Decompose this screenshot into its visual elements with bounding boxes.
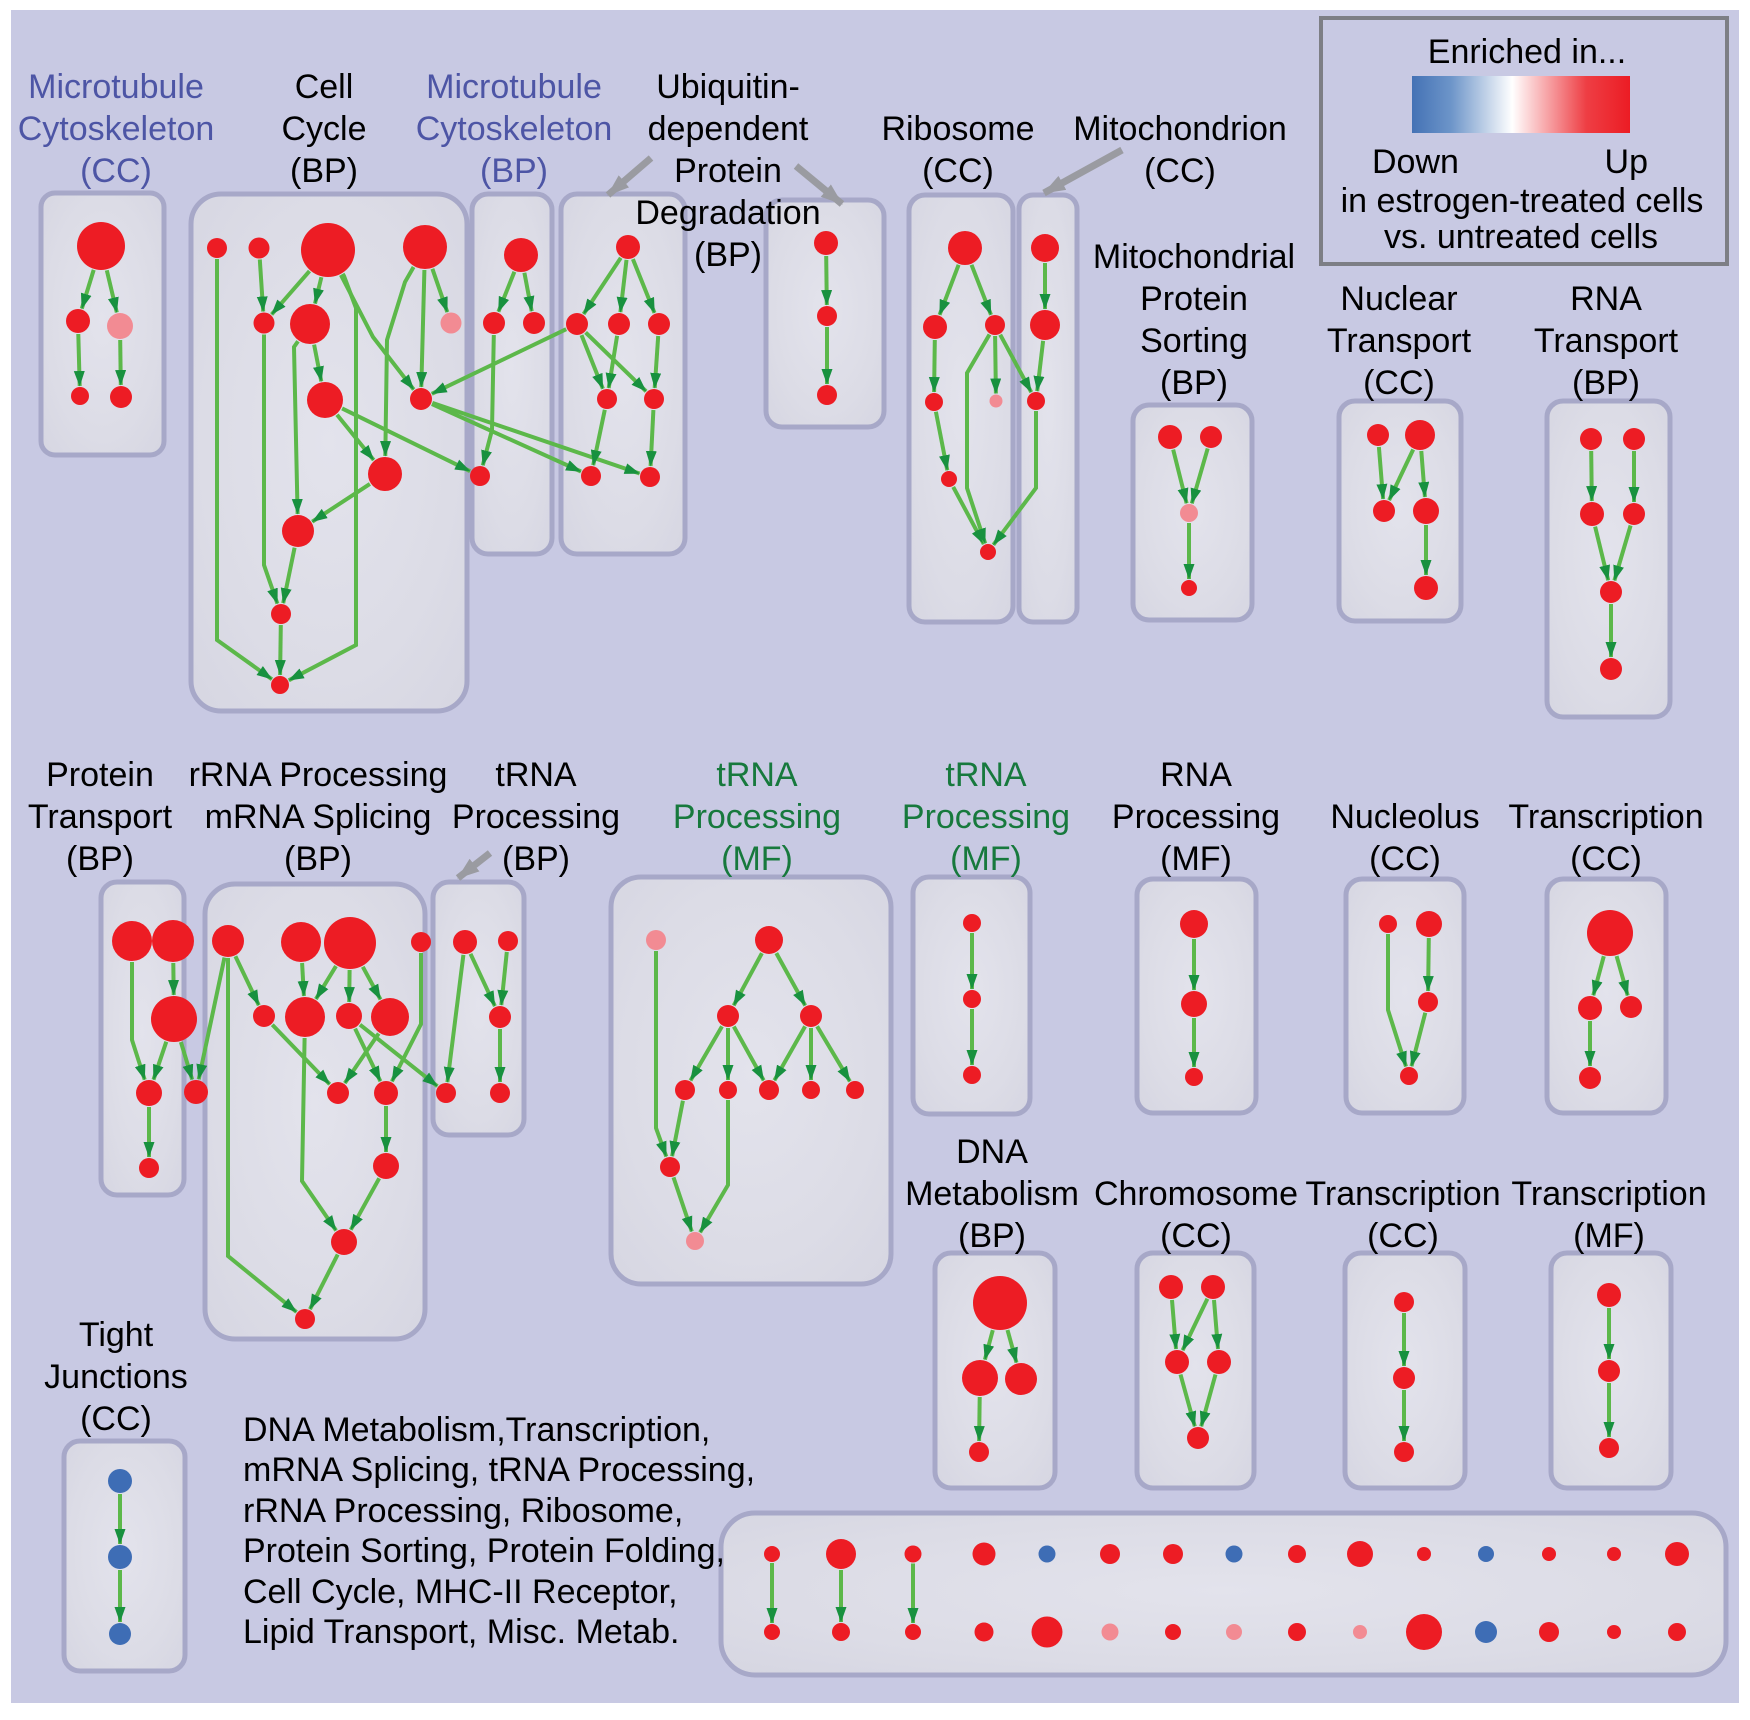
svg-text:Transport: Transport	[1534, 322, 1679, 360]
svg-text:(CC): (CC)	[1367, 1217, 1439, 1255]
svg-text:vs. untreated cells: vs. untreated cells	[1384, 218, 1658, 256]
svg-text:(CC): (CC)	[1363, 364, 1435, 402]
svg-text:DNA Metabolism,Transcription,: DNA Metabolism,Transcription,	[243, 1411, 710, 1449]
svg-text:(MF): (MF)	[721, 840, 793, 878]
svg-text:Protein: Protein	[46, 756, 154, 794]
svg-text:tRNA: tRNA	[495, 756, 577, 794]
svg-text:Protein: Protein	[674, 152, 782, 190]
svg-text:Mitochondrial: Mitochondrial	[1093, 238, 1295, 276]
svg-text:rRNA Processing, Ribosome,: rRNA Processing, Ribosome,	[243, 1492, 683, 1530]
svg-text:mRNA Splicing, tRNA Processing: mRNA Splicing, tRNA Processing,	[243, 1451, 755, 1489]
svg-text:Processing: Processing	[452, 798, 620, 836]
svg-text:Enriched in...: Enriched in...	[1428, 33, 1626, 71]
svg-text:Up: Up	[1605, 143, 1648, 181]
svg-text:(BP): (BP)	[284, 840, 352, 878]
svg-text:tRNA: tRNA	[945, 756, 1027, 794]
svg-text:Processing: Processing	[673, 798, 841, 836]
svg-text:Transcription: Transcription	[1508, 798, 1703, 836]
svg-text:Cytoskeleton: Cytoskeleton	[18, 110, 215, 148]
svg-text:(CC): (CC)	[922, 152, 994, 190]
svg-text:Transcription: Transcription	[1511, 1175, 1706, 1213]
svg-text:Nucleolus: Nucleolus	[1330, 798, 1479, 836]
svg-text:(MF): (MF)	[1573, 1217, 1645, 1255]
svg-text:Transport: Transport	[1327, 322, 1472, 360]
svg-text:(BP): (BP)	[694, 236, 762, 274]
svg-text:Degradation: Degradation	[635, 194, 820, 232]
svg-text:in estrogen-treated cells: in estrogen-treated cells	[1341, 182, 1704, 220]
svg-text:RNA: RNA	[1570, 280, 1642, 318]
svg-text:Sorting: Sorting	[1140, 322, 1248, 360]
svg-text:(CC): (CC)	[80, 152, 152, 190]
svg-text:tRNA: tRNA	[716, 756, 798, 794]
svg-text:Junctions: Junctions	[44, 1358, 188, 1396]
svg-text:Cell: Cell	[295, 68, 354, 106]
svg-text:Microtubule: Microtubule	[28, 68, 204, 106]
svg-text:DNA: DNA	[956, 1133, 1028, 1171]
svg-text:RNA: RNA	[1160, 756, 1232, 794]
svg-text:(MF): (MF)	[1160, 840, 1232, 878]
svg-text:rRNA Processing: rRNA Processing	[189, 756, 448, 794]
svg-text:(CC): (CC)	[1160, 1217, 1232, 1255]
svg-text:Processing: Processing	[1112, 798, 1280, 836]
svg-text:Protein Sorting, Protein Foldi: Protein Sorting, Protein Folding,	[243, 1532, 725, 1570]
svg-text:Protein: Protein	[1140, 280, 1248, 318]
svg-text:(BP): (BP)	[66, 840, 134, 878]
svg-text:(BP): (BP)	[1572, 364, 1640, 402]
svg-text:(CC): (CC)	[1144, 152, 1216, 190]
svg-text:Ribosome: Ribosome	[881, 110, 1034, 148]
svg-text:(BP): (BP)	[958, 1217, 1026, 1255]
svg-text:Down: Down	[1372, 143, 1459, 181]
svg-text:Nuclear: Nuclear	[1340, 280, 1457, 318]
svg-text:Cytoskeleton: Cytoskeleton	[416, 110, 613, 148]
svg-text:(BP): (BP)	[502, 840, 570, 878]
svg-text:dependent: dependent	[648, 110, 809, 148]
svg-text:Metabolism: Metabolism	[905, 1175, 1079, 1213]
svg-text:Processing: Processing	[902, 798, 1070, 836]
svg-text:(BP): (BP)	[290, 152, 358, 190]
svg-text:Mitochondrion: Mitochondrion	[1073, 110, 1287, 148]
svg-text:(CC): (CC)	[1570, 840, 1642, 878]
svg-text:(MF): (MF)	[950, 840, 1022, 878]
svg-text:Tight: Tight	[79, 1316, 154, 1354]
svg-text:Microtubule: Microtubule	[426, 68, 602, 106]
svg-text:(BP): (BP)	[1160, 364, 1228, 402]
svg-text:Chromosome: Chromosome	[1094, 1175, 1298, 1213]
svg-text:(CC): (CC)	[1369, 840, 1441, 878]
svg-text:Lipid Transport, Misc. Metab.: Lipid Transport, Misc. Metab.	[243, 1613, 680, 1651]
svg-text:Ubiquitin-: Ubiquitin-	[656, 68, 800, 106]
svg-text:Cycle: Cycle	[281, 110, 366, 148]
svg-text:(CC): (CC)	[80, 1400, 152, 1438]
svg-text:Cell Cycle, MHC-II Receptor,: Cell Cycle, MHC-II Receptor,	[243, 1573, 678, 1611]
svg-text:mRNA Splicing: mRNA Splicing	[205, 798, 432, 836]
svg-text:Transcription: Transcription	[1305, 1175, 1500, 1213]
svg-text:Transport: Transport	[28, 798, 173, 836]
svg-text:(BP): (BP)	[480, 152, 548, 190]
